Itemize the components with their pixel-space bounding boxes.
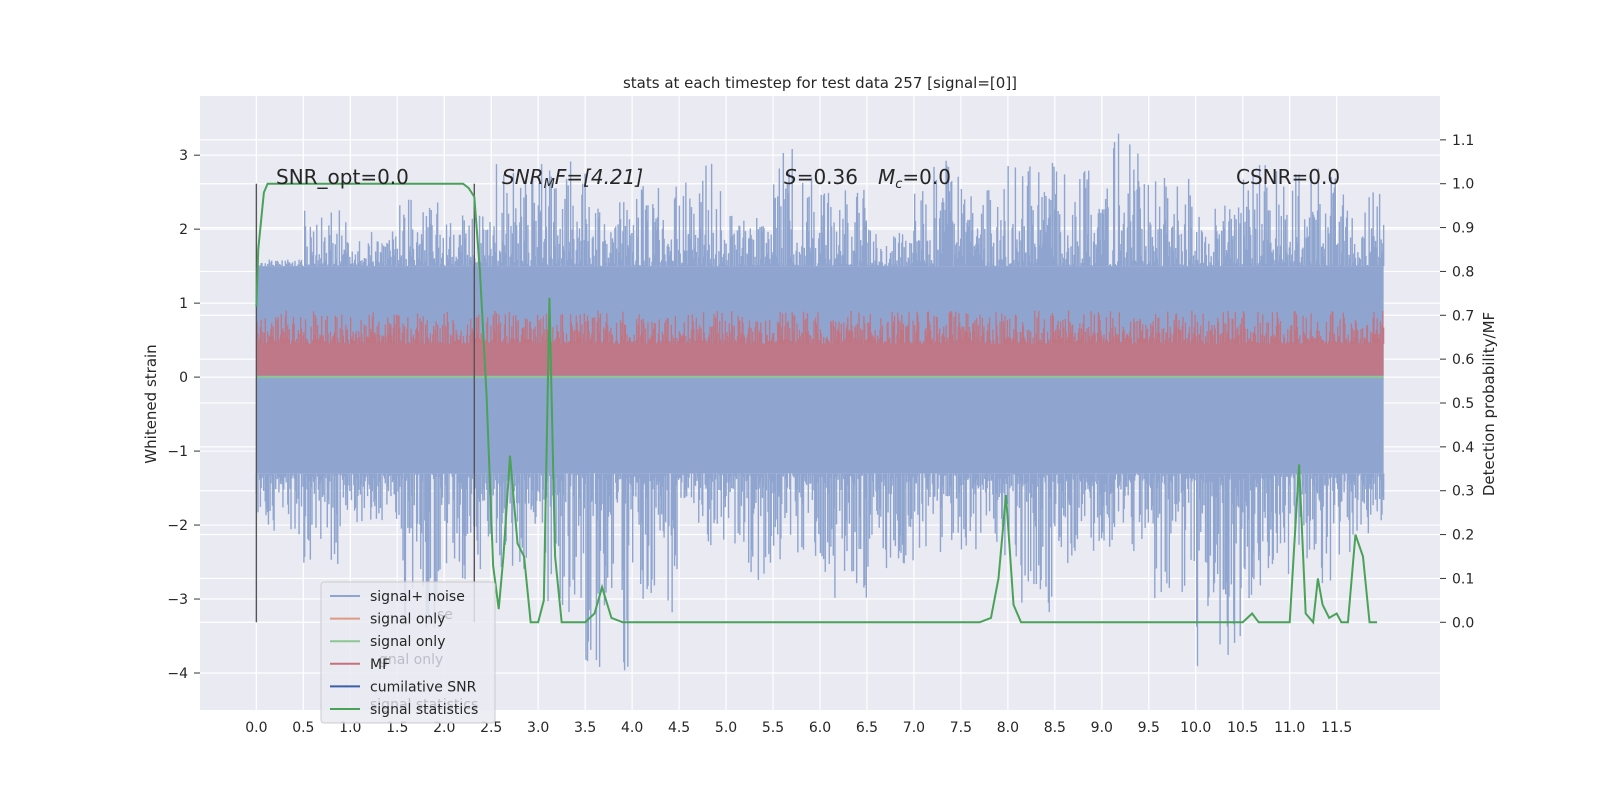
y-tick-label: 3	[179, 148, 188, 164]
y-tick-label-right: 0.4	[1452, 440, 1474, 456]
x-tick-label: 7.0	[903, 720, 925, 736]
x-tick-label: 9.0	[1091, 720, 1113, 736]
x-tick-labels: 0.0 0.5 1.0 1.5 2.0 2.5 3.0 3.5 4.0 4.5 5.0 5.5 6.0 6…	[245, 720, 1352, 736]
y-tick-labels-right: 1.1 1.0 0.9 0.8 0.7 0.6 0.5 0.4 0.3 0.2 0.1 0.0	[1440, 133, 1474, 631]
x-tick-label: 11.0	[1274, 720, 1305, 736]
legend: se gnal only signal statistics signal+ nois…	[320, 581, 496, 724]
x-tick-label: 2.0	[433, 720, 455, 736]
y-tick-label-right: 0.0	[1452, 615, 1474, 631]
y-tick-label: −3	[167, 592, 188, 608]
y-tick-label: 1	[179, 296, 188, 312]
legend-ghost-text: gnal only	[379, 652, 443, 668]
annotation-s: S=0.36	[784, 165, 858, 189]
chart-title: stats at each timestep for test data 257…	[623, 74, 1017, 92]
x-tick-label: 2.5	[480, 720, 502, 736]
legend-label: signal only	[370, 612, 445, 628]
y-tick-label-right: 0.6	[1452, 352, 1474, 368]
y-tick-label-right: 0.5	[1452, 396, 1474, 412]
legend-label: MF	[370, 657, 390, 673]
x-tick-label: 11.5	[1321, 720, 1352, 736]
legend-box	[320, 581, 496, 724]
y-tick-label-right: 0.1	[1452, 571, 1474, 587]
x-tick-label: 9.5	[1138, 720, 1160, 736]
annotation-mc: Mc=0.0	[878, 165, 951, 192]
x-tick-label: 4.5	[668, 720, 690, 736]
y-tick-label-right: 0.8	[1452, 264, 1474, 280]
y-tick-label-right: 1.1	[1452, 133, 1474, 149]
x-tick-label: 8.0	[997, 720, 1019, 736]
series-mf-band	[256, 343, 1384, 376]
y-axis-label-right: Detection probability/MF	[1480, 312, 1498, 496]
x-tick-label: 1.0	[339, 720, 361, 736]
legend-label: cumilative SNR	[370, 679, 477, 695]
y-tick-label-right: 0.3	[1452, 484, 1474, 500]
y-tick-label-right: 0.9	[1452, 221, 1474, 237]
series-layer	[255, 133, 1385, 671]
y-tick-label: 0	[179, 370, 188, 386]
x-tick-label: 10.0	[1180, 720, 1211, 736]
y-tick-label-right: 0.7	[1452, 308, 1474, 324]
x-tick-label: 5.5	[762, 720, 784, 736]
x-tick-label: 1.5	[386, 720, 408, 736]
y-tick-label-right: 1.0	[1452, 177, 1474, 193]
y-tick-label: 2	[179, 222, 188, 238]
y-tick-label: −1	[167, 444, 188, 460]
x-tick-label: 0.5	[292, 720, 314, 736]
y-tick-labels-left: 3 2 1 0 −1 −2 −3 −4	[167, 148, 200, 682]
y-tick-label: −4	[167, 666, 188, 682]
annotation-csnr: CSNR=0.0	[1236, 165, 1340, 189]
legend-label: signal+ noise	[370, 589, 465, 605]
y-tick-label: −2	[167, 518, 188, 534]
x-tick-label: 0.0	[245, 720, 267, 736]
y-tick-label-right: 0.2	[1452, 528, 1474, 544]
x-tick-label: 5.0	[715, 720, 737, 736]
x-tick-label: 6.5	[856, 720, 878, 736]
annotation-snr-mf: SNRMF=[4.21]	[502, 165, 643, 192]
x-tick-label: 7.5	[950, 720, 972, 736]
x-tick-label: 10.5	[1227, 720, 1258, 736]
series-signal-statistics	[255, 182, 1378, 625]
y-axis-label-left: Whitened strain	[142, 344, 160, 463]
x-tick-label: 3.0	[527, 720, 549, 736]
x-tick-label: 6.0	[809, 720, 831, 736]
legend-ghost-text: signal statistics	[370, 697, 478, 713]
legend-ghost-text: se	[437, 607, 453, 623]
x-tick-label: 3.5	[574, 720, 596, 736]
legend-label: signal only	[370, 634, 445, 650]
legend-label: signal statistics	[370, 702, 478, 718]
annotation-snr-opt: SNR_opt=0.0	[276, 165, 409, 189]
x-tick-label: 8.5	[1044, 720, 1066, 736]
x-tick-label: 4.0	[621, 720, 643, 736]
